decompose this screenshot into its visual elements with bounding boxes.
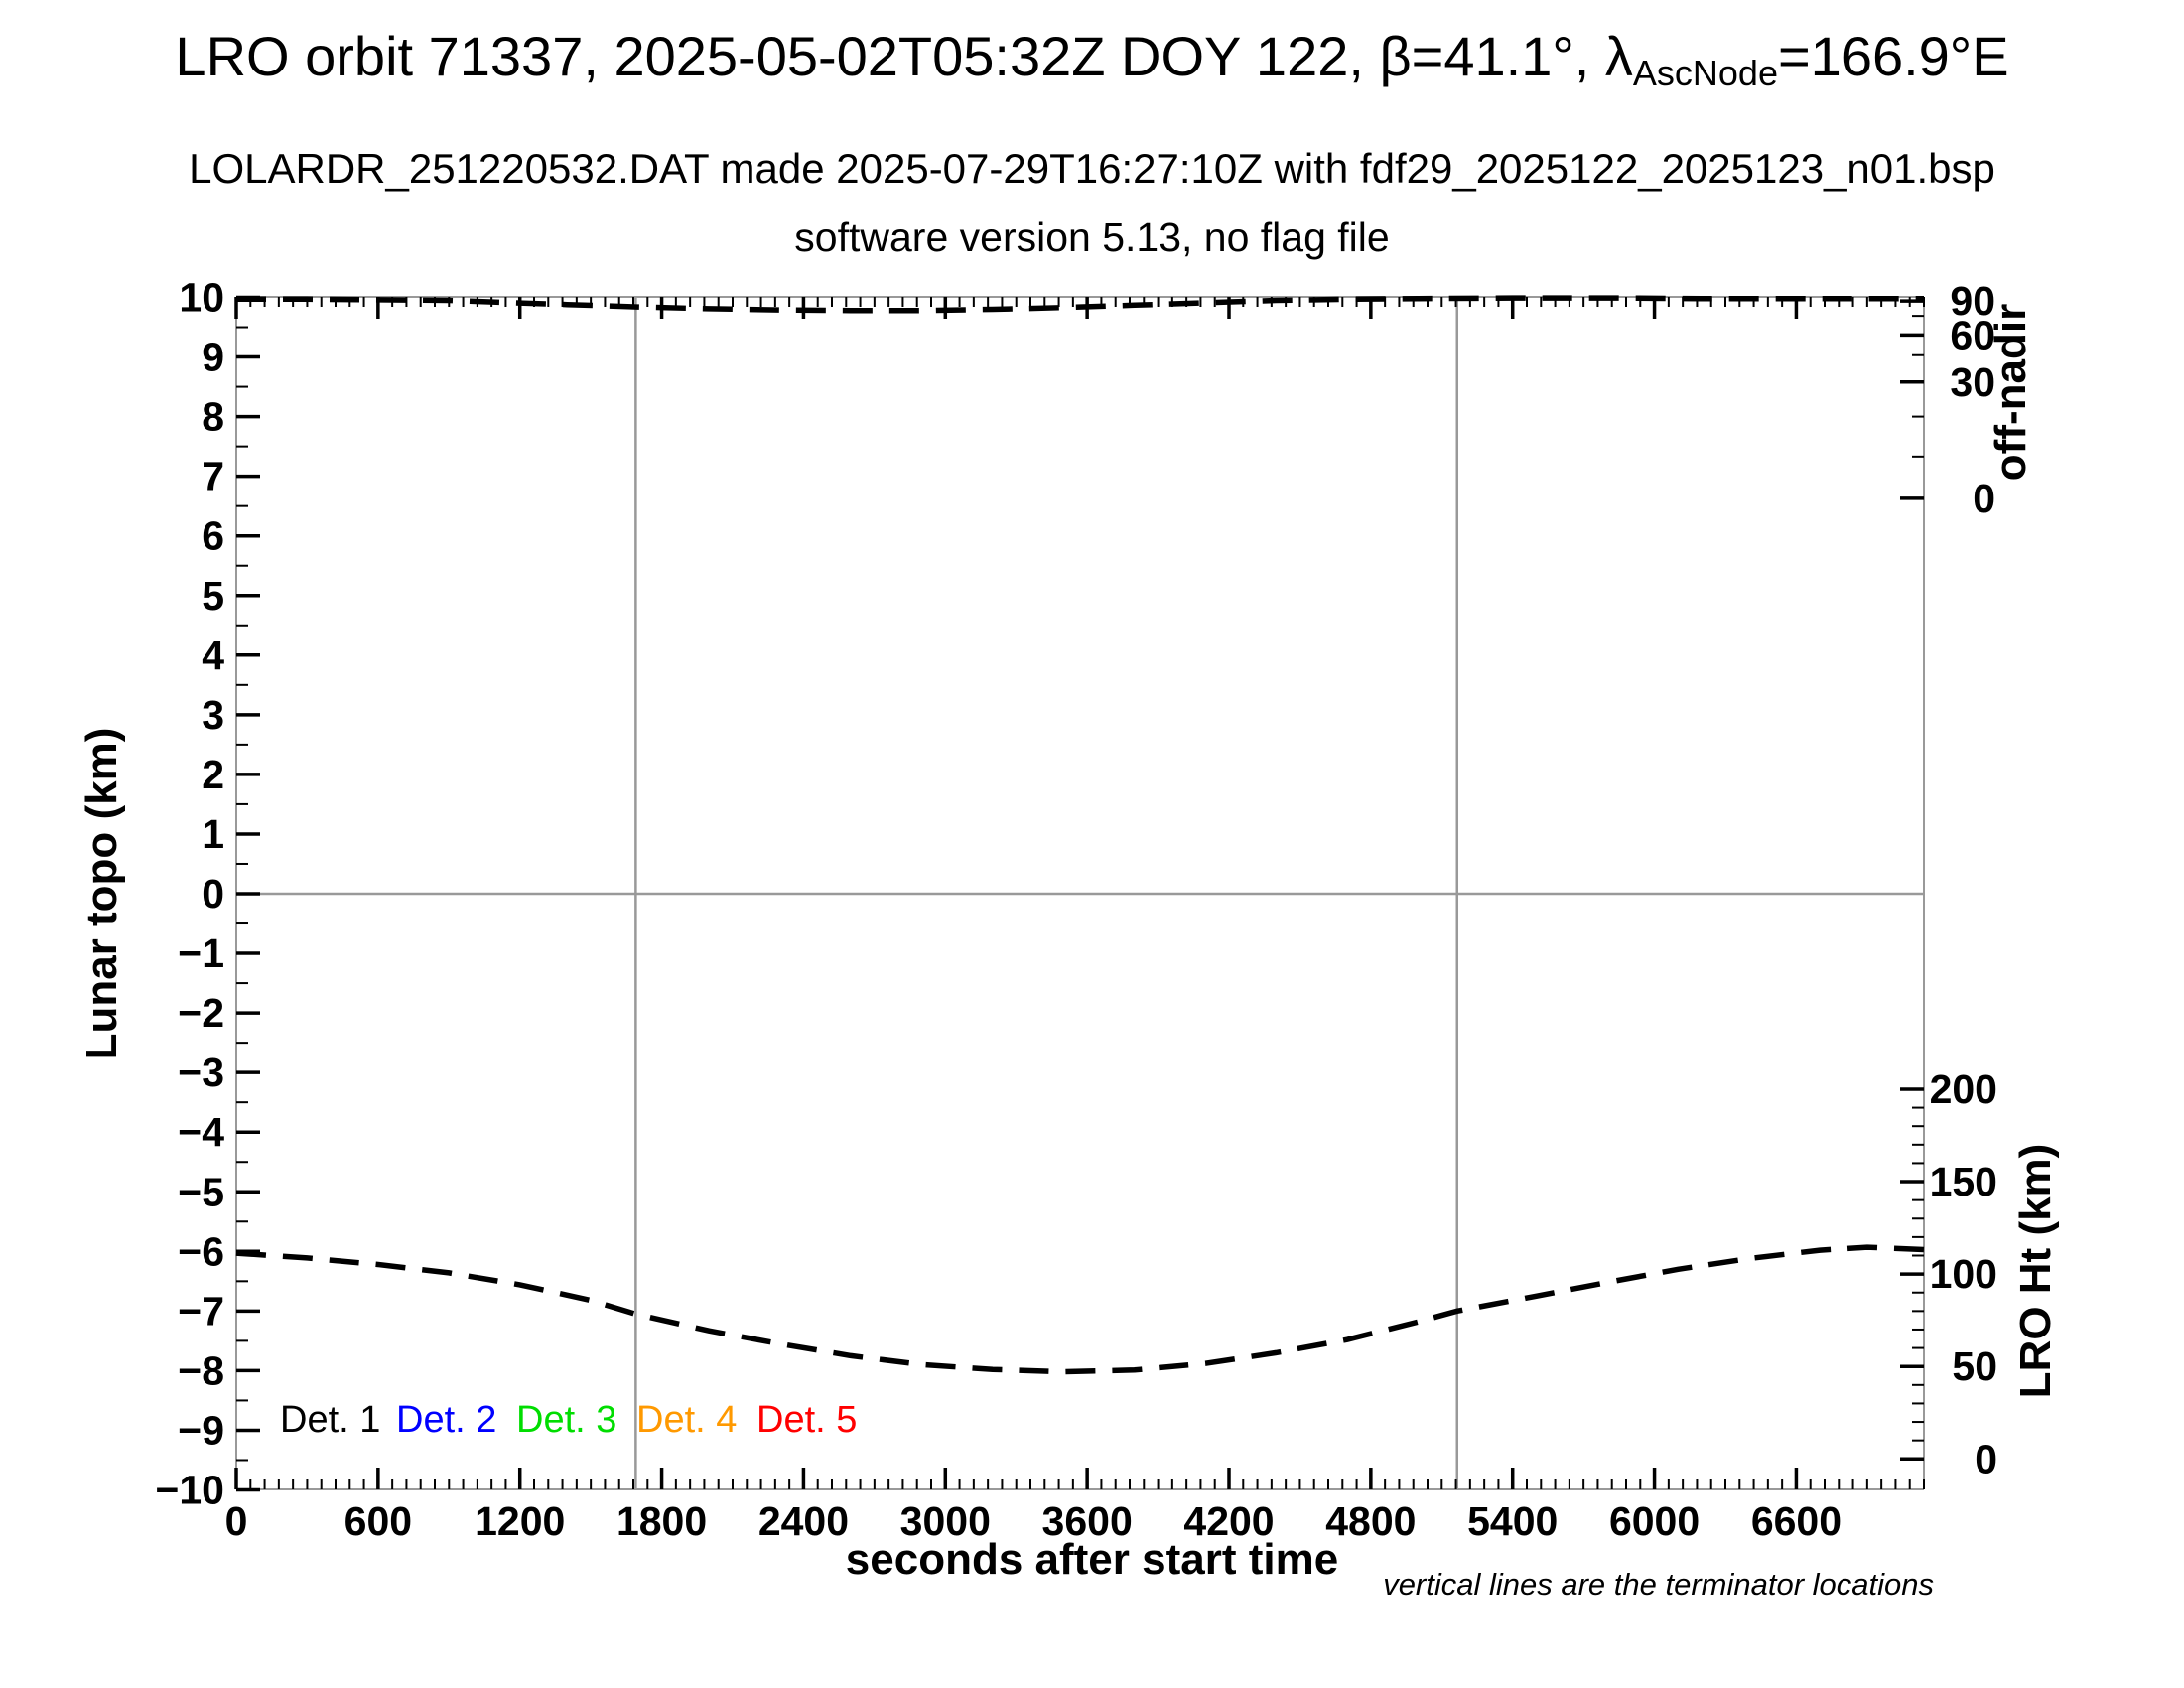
topo-tick-label: 6	[202, 513, 224, 559]
lro-ht-tick-label: 200	[1930, 1066, 1997, 1112]
topo-tick-label: 7	[202, 454, 224, 499]
topo-tick-label: 5	[202, 573, 224, 619]
lro-ht-tick-label: 0	[1975, 1436, 1997, 1481]
legend-item-det-1: Det. 1	[280, 1399, 380, 1441]
topo-tick-label: 3	[202, 692, 224, 738]
x-tick-label: 3600	[1042, 1498, 1133, 1544]
topo-tick-label: −1	[178, 930, 224, 976]
lro-ht-tick-label: 100	[1930, 1251, 1997, 1297]
x-tick-label: 2400	[758, 1498, 849, 1544]
topo-tick-label: 9	[202, 335, 224, 380]
topo-tick-label: 1	[202, 811, 224, 857]
topo-tick-label: −6	[178, 1228, 224, 1274]
offnadir-tick-label: 0	[1973, 476, 1995, 521]
offnadir-tick-label: 30	[1950, 359, 1995, 405]
topo-tick-label: −3	[178, 1050, 224, 1095]
topo-tick-label: −8	[178, 1347, 224, 1393]
topo-tick-label: 4	[202, 633, 224, 678]
topo-tick-label: 8	[202, 394, 224, 440]
topo-tick-label: −4	[178, 1109, 224, 1155]
lro-ht-tick-label: 150	[1930, 1159, 1997, 1204]
chart-title: LRO orbit 71337, 2025-05-02T05:32Z DOY 1…	[0, 24, 2184, 93]
topo-tick-label: −10	[155, 1468, 224, 1513]
lower-dashed-curve	[235, 1244, 1925, 1375]
legend-item-det-2: Det. 2	[396, 1399, 496, 1441]
x-tick-label: 1200	[475, 1498, 565, 1544]
x-tick-label: 4800	[1325, 1498, 1416, 1544]
legend-item-det-4: Det. 4	[636, 1399, 737, 1441]
x-tick-label: 5400	[1467, 1498, 1558, 1544]
x-tick-label: 6600	[1751, 1498, 1842, 1544]
topo-tick-label: 0	[202, 871, 224, 916]
topo-tick-label: −5	[178, 1169, 224, 1214]
chart-title-pre: LRO orbit 71337, 2025-05-02T05:32Z DOY 1…	[175, 25, 1633, 87]
legend-item-det-3: Det. 3	[516, 1399, 616, 1441]
terminator-note: vertical lines are the terminator locati…	[1383, 1567, 1934, 1602]
topo-tick-label: 2	[202, 752, 224, 797]
x-tick-label: 0	[225, 1498, 248, 1544]
legend-item-det-5: Det. 5	[756, 1399, 857, 1441]
offnadir-tick-label: 60	[1950, 312, 1995, 357]
x-tick-label: 4200	[1183, 1498, 1274, 1544]
topo-tick-label: −7	[178, 1288, 224, 1334]
x-tick-label: 6000	[1609, 1498, 1700, 1544]
x-tick-label: 600	[344, 1498, 412, 1544]
chart-title-subscript: AscNode	[1632, 53, 1778, 94]
x-tick-label: 3000	[900, 1498, 991, 1544]
topo-tick-label: 10	[179, 275, 224, 321]
lro-ht-tick-label: 50	[1952, 1343, 1997, 1389]
chart-subtitle: LOLARDR_251220532.DAT made 2025-07-29T16…	[189, 145, 1995, 192]
x-axis-title: seconds after start time	[845, 1535, 1339, 1584]
chart-title-post: =166.9°E	[1777, 25, 2009, 87]
x-tick-label: 1800	[616, 1498, 707, 1544]
topo-tick-label: −9	[178, 1407, 224, 1453]
topo-tick-label: −2	[178, 990, 224, 1036]
chart-subtitle-2: software version 5.13, no flag file	[794, 214, 1390, 260]
upper-dashed-curve	[236, 295, 1924, 314]
offnadir-tick-label: 90	[1950, 278, 1995, 324]
